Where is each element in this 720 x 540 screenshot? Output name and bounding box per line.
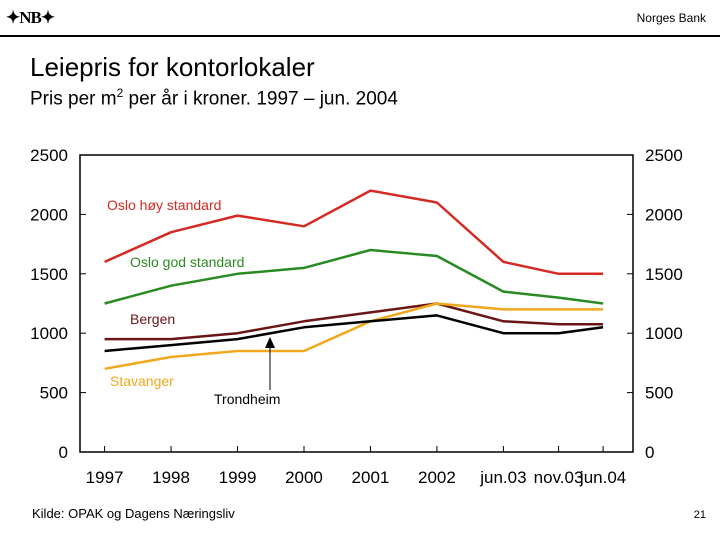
page-number: 21 xyxy=(693,509,706,521)
series-line-trondheim xyxy=(104,314,604,353)
logo-text: NB xyxy=(19,8,42,27)
source-note: Kilde: OPAK og Dagens Næringsliv xyxy=(32,506,235,521)
x-tick-label: jun.04 xyxy=(579,468,626,487)
y-tick-label-right: 2000 xyxy=(645,205,683,224)
plot-frame xyxy=(79,154,634,453)
x-tick-label: 1999 xyxy=(219,468,257,487)
x-tick-label: 2002 xyxy=(418,468,456,487)
series-line-bergen xyxy=(104,302,604,341)
y-tick-label-left: 1000 xyxy=(30,324,68,343)
y-tick-label-left: 2000 xyxy=(30,205,68,224)
y-tick-label-left: 2500 xyxy=(30,146,68,165)
x-tick-label: nov.03 xyxy=(534,468,584,487)
subtitle-superscript: 2 xyxy=(116,86,124,100)
y-tick-label-left: 500 xyxy=(40,384,68,403)
norges-bank-logo: ✦NB✦ xyxy=(6,8,55,27)
label-stavanger: Stavanger xyxy=(110,373,174,389)
subtitle-after: per år i kroner. 1997 – jun. 2004 xyxy=(123,88,398,110)
subtitle-before: Pris per m xyxy=(30,88,117,110)
x-tick-label: jun.03 xyxy=(479,468,526,487)
y-tick-label-right: 1500 xyxy=(645,265,683,284)
label-trondheim: Trondheim xyxy=(214,391,280,407)
x-tick-label: 2001 xyxy=(352,468,390,487)
label-oslo-hoy-standard: Oslo høy standard xyxy=(107,197,221,213)
header-divider xyxy=(0,35,720,37)
trondheim-pointer-arrowhead xyxy=(265,337,275,348)
y-tick-label-right: 500 xyxy=(645,384,673,403)
series-line-stavanger xyxy=(104,302,604,371)
y-tick-label-left: 1500 xyxy=(30,265,68,284)
x-tick-label: 2000 xyxy=(285,468,323,487)
header-bar: ✦NB✦ Norges Bank xyxy=(0,0,720,36)
y-tick-label-left: 0 xyxy=(59,443,68,462)
label-oslo-god-standard: Oslo god standard xyxy=(130,254,244,270)
page-title: Leiepris for kontorlokaler xyxy=(30,52,315,82)
x-tick-label: 1998 xyxy=(152,468,190,487)
bank-name: Norges Bank xyxy=(636,11,706,25)
page-subtitle: Pris per m2 per år i kroner. 1997 – jun.… xyxy=(30,86,398,110)
x-tick-label: 1997 xyxy=(86,468,124,487)
series-line-oslo-god-standard xyxy=(104,248,604,305)
y-tick-label-right: 0 xyxy=(645,443,654,462)
series-line-oslo-hoy-standard xyxy=(104,189,604,276)
y-tick-label-right: 1000 xyxy=(645,324,683,343)
y-tick-label-right: 2500 xyxy=(645,146,683,165)
label-bergen: Bergen xyxy=(130,311,175,327)
